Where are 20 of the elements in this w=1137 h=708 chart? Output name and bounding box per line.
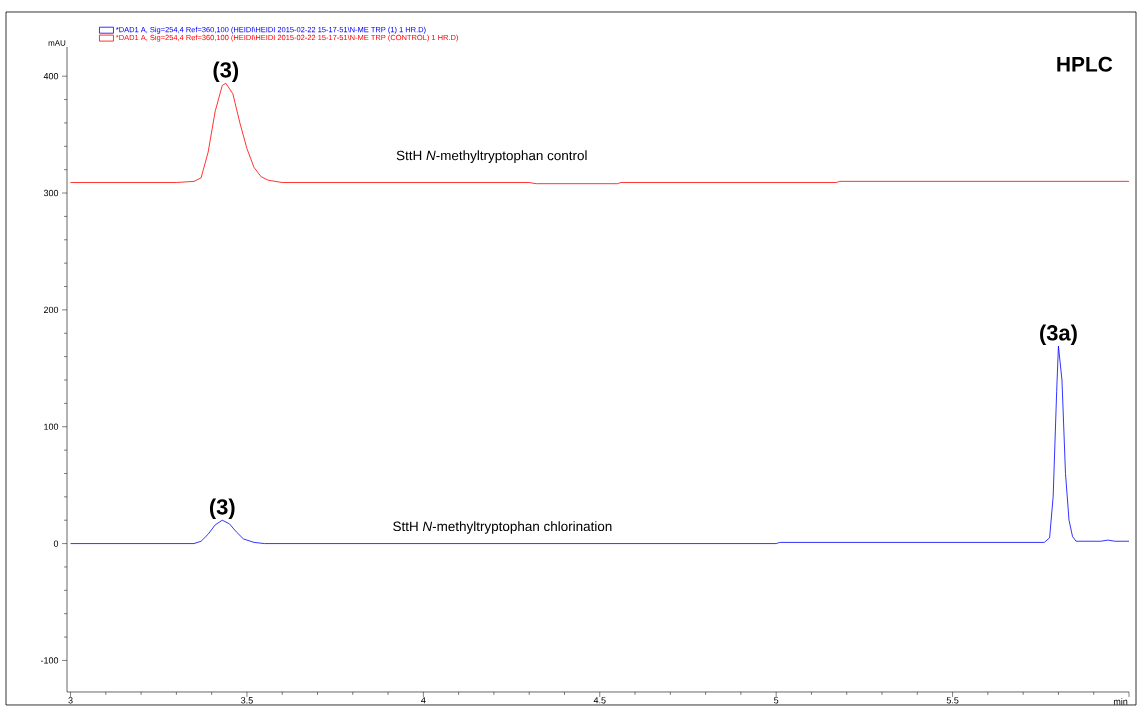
y-tick-label: 400 bbox=[43, 73, 59, 80]
annotation: (3) bbox=[209, 498, 235, 520]
y-tick-label: 0 bbox=[53, 540, 59, 547]
x-tick-label: 5 bbox=[774, 697, 779, 704]
x-tick-label: 5.5 bbox=[946, 697, 959, 704]
annotation: (3) bbox=[213, 61, 239, 83]
x-tick-label: 3 bbox=[68, 697, 73, 704]
y-tick-label: -100 bbox=[40, 657, 59, 664]
annotation: SttH N-methyltryptophan control bbox=[396, 150, 587, 163]
line-series bbox=[70, 82, 1130, 185]
y-tick-label: 300 bbox=[43, 189, 59, 197]
x-tick-label: 4.5 bbox=[593, 697, 606, 704]
chart-title: HPLC bbox=[1057, 56, 1113, 72]
x-tick-label: 4 bbox=[421, 697, 426, 704]
annotation: (3a) bbox=[1040, 324, 1077, 345]
x-axis-title: min bbox=[1113, 698, 1128, 705]
y-tick-label: 200 bbox=[43, 306, 59, 314]
x-tick-label: 3.5 bbox=[241, 697, 253, 704]
annotation: SttH N-methyltryptophan chlorination bbox=[393, 521, 612, 534]
y-tick-label: 100 bbox=[44, 423, 59, 430]
